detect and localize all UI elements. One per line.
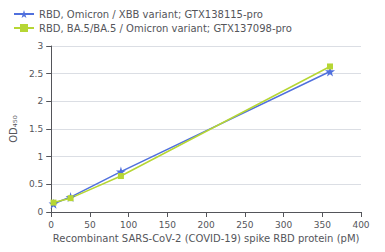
svg-text:1: 1 [37,152,43,162]
svg-text:0: 0 [37,207,43,217]
svg-text:0.5: 0.5 [29,179,43,189]
svg-text:OD₄₅₀: OD₄₅₀ [8,115,19,143]
svg-text:Recombinant SARS-CoV-2 (COVID-: Recombinant SARS-CoV-2 (COVID-19) spike … [53,233,360,244]
svg-text:RBD, BA.5/BA.5 / Omicron varia: RBD, BA.5/BA.5 / Omicron variant; GTX137… [39,23,292,34]
svg-text:150: 150 [159,220,176,230]
svg-text:RBD, Omicron / XBB variant; GT: RBD, Omicron / XBB variant; GTX138115-pr… [39,9,263,20]
svg-text:100: 100 [120,220,137,230]
svg-text:350: 350 [314,220,331,230]
svg-text:50: 50 [84,220,96,230]
svg-text:2: 2 [37,96,43,106]
svg-text:200: 200 [198,220,215,230]
svg-text:300: 300 [275,220,292,230]
svg-text:2.5: 2.5 [29,69,43,79]
svg-text:400: 400 [352,220,369,230]
svg-text:1.5: 1.5 [29,124,43,134]
svg-text:3: 3 [37,41,43,51]
svg-text:0: 0 [48,220,54,230]
svg-text:250: 250 [236,220,253,230]
